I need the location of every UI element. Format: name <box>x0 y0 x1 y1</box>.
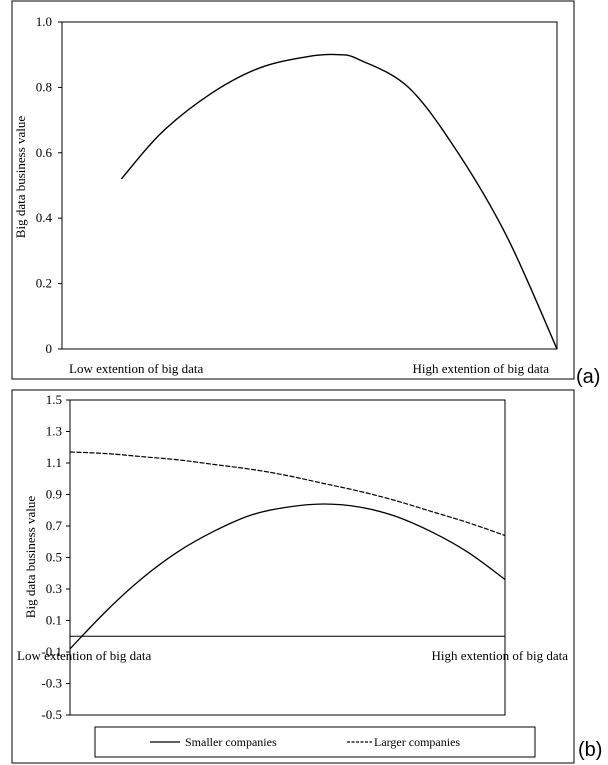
chart-b-y-tick-label: 0.3 <box>46 581 62 596</box>
chart-b-y-tick-label: 0.7 <box>46 518 63 533</box>
chart-b-plot-area <box>69 399 506 716</box>
chart-b-panel-label: (b) <box>578 739 602 761</box>
chart-a: Big data business value Low extention of… <box>11 0 600 388</box>
chart-b-x-tick-high: High extention of big data <box>432 648 569 663</box>
chart-b-legend-label-smaller: Smaller companies <box>185 735 277 749</box>
chart-b-legend: Smaller companies Larger companies <box>94 726 536 758</box>
chart-b-y-tick-label: 1.1 <box>46 455 62 470</box>
chart-a-x-tick-high: High extention of big data <box>413 361 550 376</box>
chart-a-x-tick-low: Low extention of big data <box>69 361 204 376</box>
chart-a-y-tick-label: 0.8 <box>36 79 52 94</box>
chart-b-y-tick-label: 0.5 <box>46 550 62 565</box>
chart-a-series-line <box>120 53 558 350</box>
chart-b-series-smaller-companies <box>69 503 506 650</box>
chart-a-y-tick-label: 1.0 <box>36 14 52 29</box>
chart-b-y-axis-label: Big data business value <box>23 496 38 619</box>
chart-b-y-tick-label: 0.1 <box>46 613 62 628</box>
chart-a-outer-frame <box>11 0 575 380</box>
chart-a-y-tick-label: 0.6 <box>36 145 53 160</box>
chart-a-y-tick-label: 0.4 <box>36 210 53 225</box>
chart-b-y-ticks: 1.5 1.3 1.1 0.9 0.7 0.5 0.3 0.1 -0.1 -0.3 -0.5 <box>41 392 70 722</box>
chart-b-series-larger-companies <box>69 451 506 537</box>
chart-b: Big data business value 1.5 1.3 1.1 0.9 0.7 0… <box>11 389 602 764</box>
chart-b-y-tick-label: -0.1 <box>41 644 62 659</box>
chart-b-legend-label-larger: Larger companies <box>374 735 460 749</box>
chart-b-y-tick-label: 1.3 <box>46 424 62 439</box>
chart-b-outer-frame <box>11 389 575 764</box>
chart-a-y-tick-label: 0 <box>46 341 53 356</box>
chart-b-x-tick-low: Low extention of big data <box>17 648 152 663</box>
chart-a-panel-label: (a) <box>576 366 600 388</box>
chart-a-y-tick-label: 0.2 <box>36 276 52 291</box>
chart-a-y-ticks: 0 0.2 0.4 0.6 0.8 1.0 <box>36 14 62 356</box>
chart-b-y-tick-label: 0.9 <box>46 487 62 502</box>
chart-a-plot-area <box>61 21 558 350</box>
chart-a-y-axis-label: Big data business value <box>13 116 28 239</box>
chart-b-y-tick-label: -0.5 <box>41 707 62 722</box>
chart-b-y-tick-label: -0.3 <box>41 676 62 691</box>
chart-b-legend-box <box>94 726 536 758</box>
chart-b-y-tick-label: 1.5 <box>46 392 62 407</box>
